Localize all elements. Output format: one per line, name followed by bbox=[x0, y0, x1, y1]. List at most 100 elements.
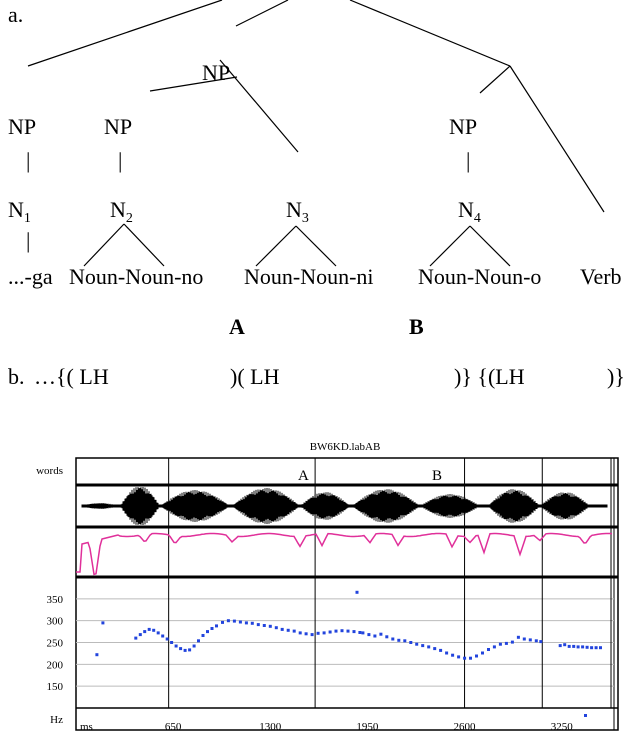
f0-point-84 bbox=[590, 646, 594, 650]
f0-point-57 bbox=[427, 645, 431, 649]
label-a: A bbox=[229, 314, 245, 339]
f0-point-33 bbox=[292, 629, 296, 633]
row-label-words: words bbox=[36, 465, 63, 477]
node-n1-sub: 1 bbox=[24, 211, 31, 226]
node-n3-sub: 3 bbox=[302, 211, 309, 226]
f0-point-27 bbox=[256, 623, 260, 627]
f0-point-65 bbox=[475, 654, 478, 658]
y-tick-150: 150 bbox=[47, 681, 64, 693]
f0-point-77 bbox=[558, 644, 562, 648]
bar-n1: | bbox=[26, 228, 30, 253]
f0-point-36 bbox=[310, 633, 314, 637]
pitch-gridlines bbox=[76, 598, 614, 687]
f0-point-39 bbox=[328, 630, 332, 634]
f0-point-3 bbox=[138, 633, 142, 637]
f0-point-70 bbox=[504, 641, 508, 645]
f0-point-28 bbox=[262, 624, 266, 627]
x-tick-1950: 1950 bbox=[356, 721, 379, 733]
f0-point-68 bbox=[492, 645, 496, 649]
f0-point-78 bbox=[563, 643, 567, 647]
f0-point-47 bbox=[367, 633, 371, 637]
word-noun-noun-ni: Noun-Noun-ni bbox=[244, 264, 374, 289]
x-tick-labels: 650 1300 1950 2600 3250 bbox=[165, 721, 573, 733]
triangle-n4-left bbox=[429, 225, 471, 267]
node-n3: N3 bbox=[286, 197, 309, 226]
phrase-seg-2: )( LH bbox=[230, 364, 280, 389]
f0-point-15 bbox=[192, 644, 196, 648]
x-tick-2600: 2600 bbox=[454, 721, 477, 733]
f0-point-83 bbox=[585, 645, 589, 649]
x-tick-1300: 1300 bbox=[259, 721, 282, 733]
stray-point bbox=[584, 714, 587, 717]
x-unit-label: ms bbox=[80, 721, 93, 733]
node-n1: N1 bbox=[8, 197, 31, 226]
part-a-label: a. bbox=[8, 2, 23, 27]
marker-a: A bbox=[298, 468, 309, 484]
branch-root-right bbox=[349, 0, 511, 67]
y-tick-200: 200 bbox=[47, 659, 64, 671]
f0-point-67 bbox=[487, 648, 490, 651]
np-4: NP bbox=[449, 114, 477, 139]
f0-point-13 bbox=[183, 648, 187, 652]
y-unit-label: Hz bbox=[50, 714, 63, 726]
part-b-label: b. bbox=[8, 364, 25, 389]
branch-to-np4 bbox=[479, 65, 511, 94]
triangle-n3-right bbox=[295, 225, 337, 267]
f0-point-40 bbox=[334, 629, 338, 633]
f0-point-44 bbox=[355, 590, 359, 594]
phrase-seg-3: )} {(LH bbox=[454, 364, 525, 389]
f0-point-62 bbox=[457, 655, 461, 659]
f0-point-71 bbox=[510, 640, 514, 644]
np-top: NP bbox=[202, 60, 230, 85]
f0-point-61 bbox=[451, 653, 455, 657]
f0-point-82 bbox=[581, 645, 585, 649]
np-2: NP bbox=[104, 114, 132, 139]
f0-point-11 bbox=[174, 644, 178, 648]
f0-point-73 bbox=[522, 637, 526, 641]
node-n4-sub: 4 bbox=[474, 211, 481, 226]
phrase-seg-4: )} bbox=[607, 364, 625, 389]
syntax-tree bbox=[27, 0, 605, 267]
x-tick-650: 650 bbox=[165, 721, 182, 733]
y-tick-labels: 150 200 250 300 350 bbox=[47, 594, 64, 693]
triangle-n4-right bbox=[469, 225, 511, 267]
f0-point-52 bbox=[397, 638, 401, 642]
f0-point-12 bbox=[179, 647, 183, 651]
f0-point-46 bbox=[361, 631, 365, 635]
f0-point-37 bbox=[316, 631, 320, 635]
branch-np-to-n3 bbox=[219, 59, 299, 153]
f0-point-6 bbox=[152, 628, 156, 632]
node-n4-base: N bbox=[458, 197, 474, 222]
f0-point-50 bbox=[385, 635, 389, 639]
f0-point-38 bbox=[322, 631, 326, 635]
f0-point-64 bbox=[469, 656, 472, 660]
f0-point-24 bbox=[238, 620, 242, 624]
triangle-n3-left bbox=[255, 225, 297, 267]
waveform bbox=[81, 487, 608, 525]
f0-point-0 bbox=[95, 653, 99, 657]
triangle-n2-left bbox=[83, 223, 125, 267]
y-tick-350: 350 bbox=[47, 594, 64, 606]
y-tick-300: 300 bbox=[47, 616, 64, 628]
branch-to-verb bbox=[509, 65, 605, 213]
f0-point-25 bbox=[244, 621, 248, 625]
f0-point-9 bbox=[165, 637, 169, 641]
np-1: NP bbox=[8, 114, 36, 139]
node-n4: N4 bbox=[458, 197, 481, 226]
f0-point-79 bbox=[567, 644, 571, 648]
f0-point-81 bbox=[576, 645, 580, 649]
f0-point-20 bbox=[215, 624, 218, 628]
label-b: B bbox=[409, 314, 424, 339]
f0-point-4 bbox=[143, 630, 147, 634]
f0-point-10 bbox=[170, 641, 174, 644]
f0-point-29 bbox=[268, 624, 272, 628]
f0-point-8 bbox=[161, 634, 165, 638]
f0-point-22 bbox=[226, 619, 230, 623]
f0-point-18 bbox=[206, 630, 209, 634]
f0-point-45 bbox=[358, 631, 362, 634]
f0-point-35 bbox=[304, 632, 308, 636]
f0-point-23 bbox=[232, 619, 236, 623]
f0-point-2 bbox=[134, 636, 138, 640]
node-n3-base: N bbox=[286, 197, 302, 222]
